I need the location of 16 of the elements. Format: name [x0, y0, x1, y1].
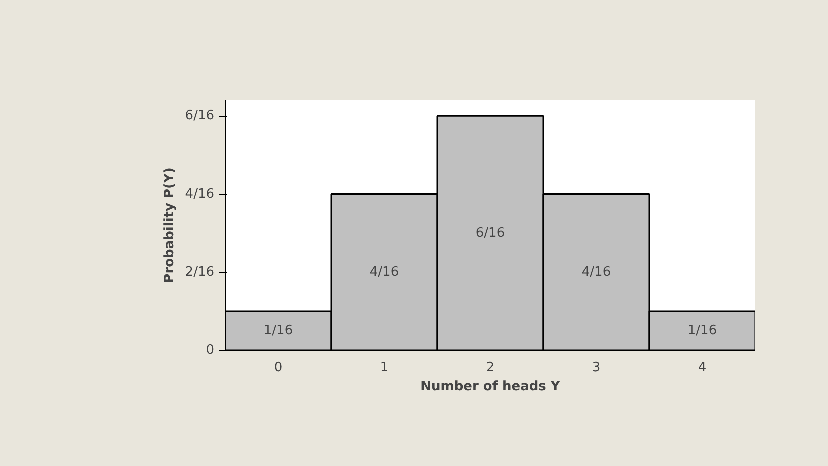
data-label: 1/16	[264, 323, 294, 338]
data-label: 6/16	[476, 226, 506, 241]
y-axis-title: Probability P(Y)	[162, 168, 178, 284]
y-tick-label: 6/16	[185, 108, 215, 124]
x-axis-title: Number of heads Y	[420, 380, 561, 394]
y-tick-label: 2/16	[185, 264, 215, 280]
y-tick-label: 0	[206, 343, 215, 358]
x-tick-label: 4	[698, 360, 707, 376]
data-label: 1/16	[688, 323, 718, 338]
y-tick-label: 4/16	[185, 186, 215, 202]
x-tick-label: 0	[274, 360, 283, 376]
x-tick-label: 3	[592, 360, 601, 376]
data-label: 4/16	[370, 264, 400, 280]
x-tick-label: 1	[380, 360, 389, 376]
x-tick-label: 2	[486, 360, 495, 376]
data-label: 4/16	[582, 264, 612, 280]
